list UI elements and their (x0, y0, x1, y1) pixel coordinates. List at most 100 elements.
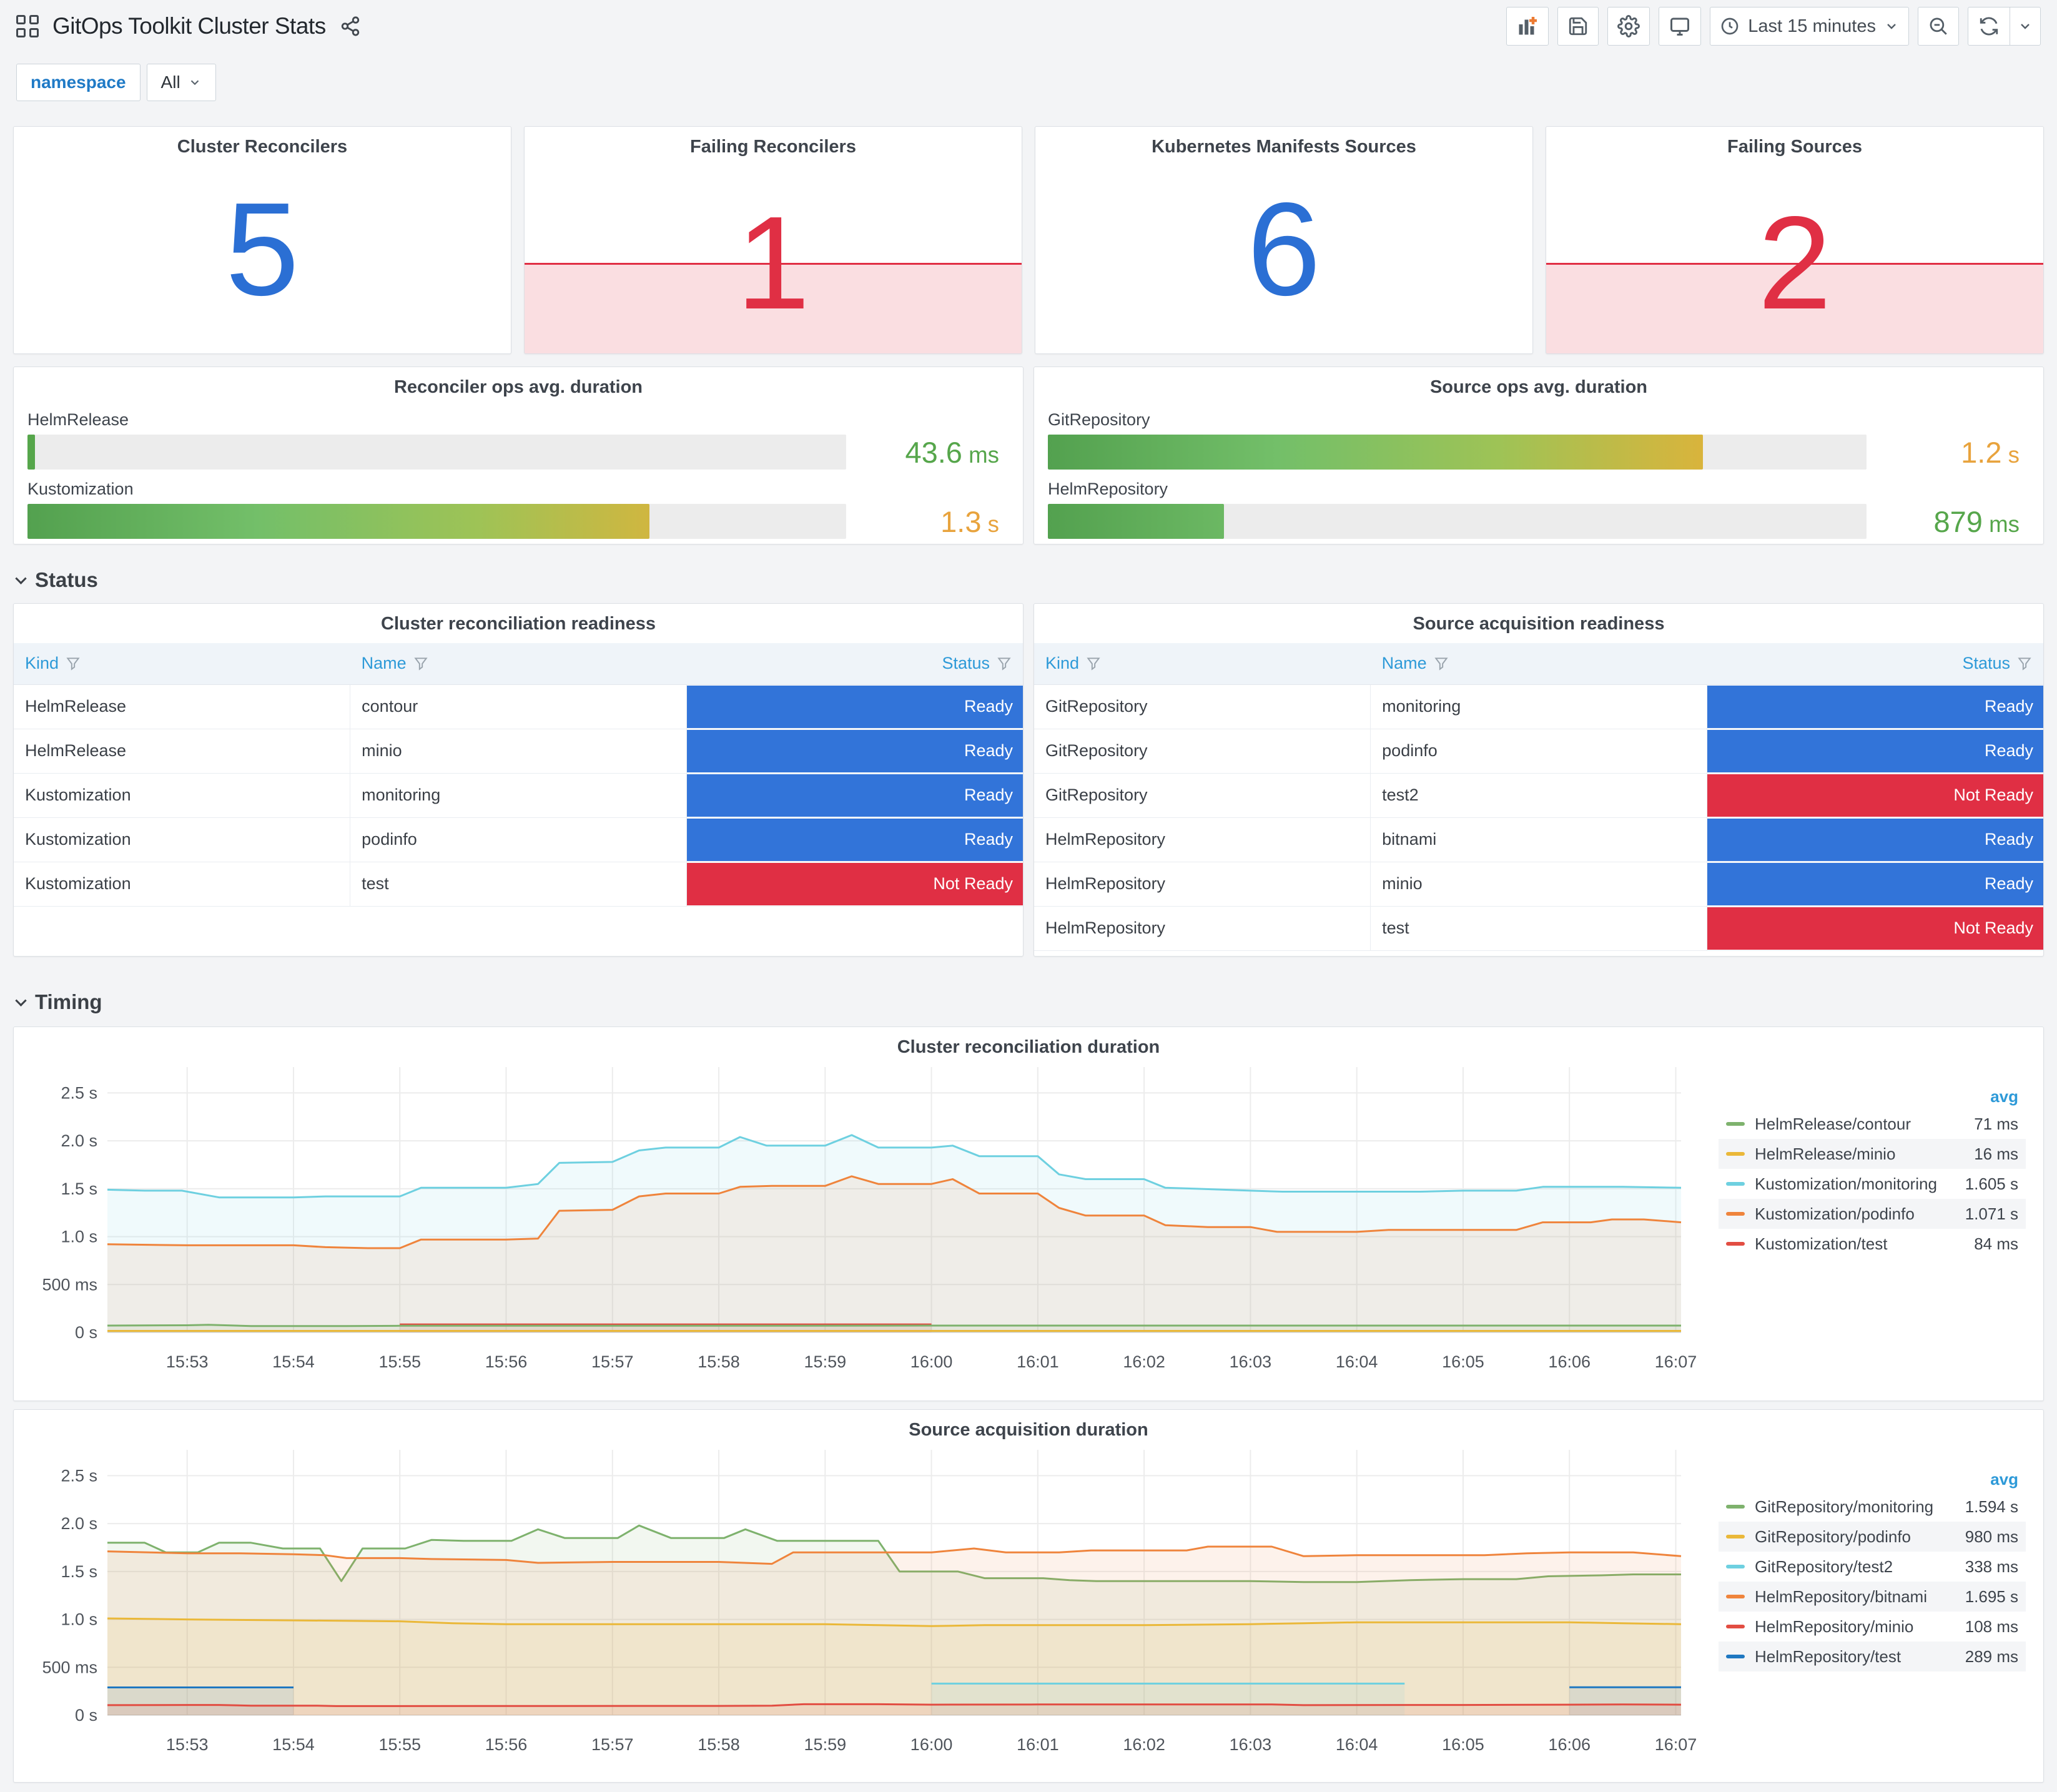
column-header-kind[interactable]: Kind (1034, 643, 1371, 685)
legend-item: HelmRepository/bitnami 1.695 s (1719, 1582, 2026, 1612)
table-row: Kustomization podinfo Ready (14, 817, 1023, 862)
legend-series-name[interactable]: Kustomization/podinfo (1755, 1204, 1915, 1223)
chart-title[interactable]: Source acquisition duration (909, 1420, 1148, 1440)
section-status[interactable]: Status (15, 566, 2057, 594)
legend-series-avg: 84 ms (1974, 1234, 2018, 1253)
stat-panel-title[interactable]: Kubernetes Manifests Sources (1152, 137, 1416, 157)
column-header-status[interactable]: Status (686, 643, 1023, 685)
legend-series-avg: 980 ms (1965, 1527, 2018, 1546)
svg-text:15:58: 15:58 (698, 1735, 740, 1754)
variable-namespace-value-dropdown[interactable]: All (146, 64, 216, 101)
svg-text:1.0 s: 1.0 s (61, 1228, 97, 1246)
column-header-name[interactable]: Name (1370, 643, 1707, 685)
svg-text:2.5 s: 2.5 s (61, 1466, 97, 1485)
gauge-track (27, 504, 846, 539)
column-header-status[interactable]: Status (1707, 643, 2043, 685)
share-dashboard-button[interactable] (340, 16, 361, 37)
series-line (107, 1524, 1681, 1583)
filter-funnel-icon[interactable] (2016, 656, 2033, 672)
stat-panel-title[interactable]: Cluster Reconcilers (177, 137, 348, 157)
svg-text:1.5 s: 1.5 s (61, 1562, 97, 1581)
cell-kind: GitRepository (1034, 729, 1371, 774)
svg-text:15:53: 15:53 (166, 1352, 209, 1371)
column-header-inner: Name (1382, 654, 1707, 673)
legend-avg-header[interactable]: avg (1990, 1469, 2018, 1489)
cell-status: Ready (686, 684, 1023, 729)
column-header-kind[interactable]: Kind (14, 643, 350, 685)
legend-series-name[interactable]: HelmRepository/bitnami (1755, 1587, 1927, 1606)
filter-funnel-icon[interactable] (996, 656, 1012, 672)
table-panel-title[interactable]: Source acquisition readiness (1413, 614, 1665, 634)
legend-avg-header[interactable]: avg (1990, 1086, 2018, 1106)
filter-funnel-icon[interactable] (65, 656, 81, 672)
save-dashboard-button[interactable] (1557, 7, 1599, 46)
gauge-label: Kustomization (27, 480, 134, 498)
chevron-down-icon (1887, 24, 1896, 29)
timeseries-plot[interactable]: 15:53 15:54 15:55 15:56 15:57 15:58 15:59 16:00… (14, 1058, 1700, 1382)
legend-series-color (1726, 1212, 1745, 1216)
refresh-interval-button[interactable] (2010, 7, 2040, 45)
filter-funnel-icon[interactable] (1433, 656, 1449, 672)
variables-row: namespace All (16, 64, 2057, 101)
cell-name: monitoring (1370, 684, 1707, 729)
table-panel-title[interactable]: Cluster reconciliation readiness (381, 614, 656, 634)
legend-series-name[interactable]: HelmRepository/test (1755, 1647, 1902, 1666)
table-row: GitRepository podinfo Ready (1034, 729, 2043, 774)
legend-series-name[interactable]: HelmRelease/contour (1755, 1114, 1911, 1133)
collapse-chevron-icon (15, 994, 27, 1007)
table-row: Kustomization monitoring Ready (14, 773, 1023, 818)
cell-kind: GitRepository (1034, 684, 1371, 729)
legend-series-color (1726, 1595, 1745, 1598)
cell-kind: Kustomization (14, 817, 351, 862)
column-header-name[interactable]: Name (350, 643, 687, 685)
stat-value: 6 (1247, 175, 1321, 323)
chart-plot-area: 15:53 15:54 15:55 15:56 15:57 15:58 15:59 16:00… (14, 1058, 1719, 1386)
filter-funnel-icon[interactable] (413, 656, 429, 672)
legend-series-name[interactable]: Kustomization/test (1755, 1234, 1888, 1253)
status-badge: Ready (686, 685, 1023, 728)
legend-item: GitRepository/podinfo 980 ms (1719, 1522, 2026, 1552)
refresh-icon (1980, 17, 1998, 36)
column-header-label: Kind (25, 654, 59, 673)
refresh-button[interactable] (1968, 7, 2010, 45)
svg-text:16:03: 16:03 (1230, 1352, 1272, 1371)
legend-series-color (1726, 1625, 1745, 1628)
add-panel-button[interactable] (1506, 7, 1549, 46)
refresh-button-group (1968, 7, 2041, 46)
filter-funnel-icon[interactable] (1085, 656, 1102, 672)
stat-panel: Failing Sources 2 (1546, 126, 2044, 354)
status-badge: Ready (686, 818, 1023, 861)
svg-text:2.0 s: 2.0 s (61, 1131, 97, 1150)
time-picker-button[interactable]: Last 15 minutes (1710, 7, 1909, 46)
legend-series-name[interactable]: GitRepository/monitoring (1755, 1497, 1934, 1516)
add-panel-icon (1519, 17, 1537, 35)
legend-series-name[interactable]: Kustomization/monitoring (1755, 1174, 1937, 1193)
chart-title[interactable]: Cluster reconciliation duration (897, 1037, 1160, 1057)
legend-series-name[interactable]: GitRepository/podinfo (1755, 1527, 1911, 1546)
stat-panel-title[interactable]: Failing Reconcilers (690, 137, 856, 157)
gauge-panel-title[interactable]: Reconciler ops avg. duration (393, 377, 643, 397)
timeseries-panel: Cluster reconciliation duration 15:53 15:5… (13, 1026, 2044, 1401)
table-row: HelmRepository minio Ready (1034, 862, 2043, 907)
variable-namespace-label[interactable]: namespace (16, 64, 141, 101)
gauge-panel-title[interactable]: Source ops avg. duration (1429, 377, 1648, 397)
zoom-out-button[interactable] (1918, 7, 1959, 46)
legend-series-avg: 1.071 s (1965, 1204, 2018, 1223)
tv-icon (1670, 17, 1690, 36)
svg-text:500 ms: 500 ms (42, 1658, 97, 1676)
svg-text:16:00: 16:00 (910, 1352, 953, 1371)
stat-panel-title[interactable]: Failing Sources (1727, 137, 1862, 157)
timeseries-plot[interactable]: 15:53 15:54 15:55 15:56 15:57 15:58 15:59 16:00… (14, 1440, 1700, 1765)
section-timing[interactable]: Timing (15, 988, 2057, 1017)
table-row: GitRepository monitoring Ready (1034, 684, 2043, 729)
legend-series-color (1726, 1565, 1745, 1568)
dashboard-settings-button[interactable] (1607, 7, 1650, 46)
svg-text:15:57: 15:57 (591, 1352, 634, 1371)
section-timing-label: Timing (35, 990, 102, 1013)
cell-status: Ready (686, 773, 1023, 818)
legend-series-name[interactable]: HelmRelease/minio (1755, 1144, 1896, 1163)
cycle-view-mode-button[interactable] (1659, 7, 1702, 46)
legend-series-name[interactable]: GitRepository/test2 (1755, 1557, 1893, 1576)
status-badge: Ready (1707, 685, 2043, 728)
legend-series-name[interactable]: HelmRepository/minio (1755, 1617, 1914, 1636)
